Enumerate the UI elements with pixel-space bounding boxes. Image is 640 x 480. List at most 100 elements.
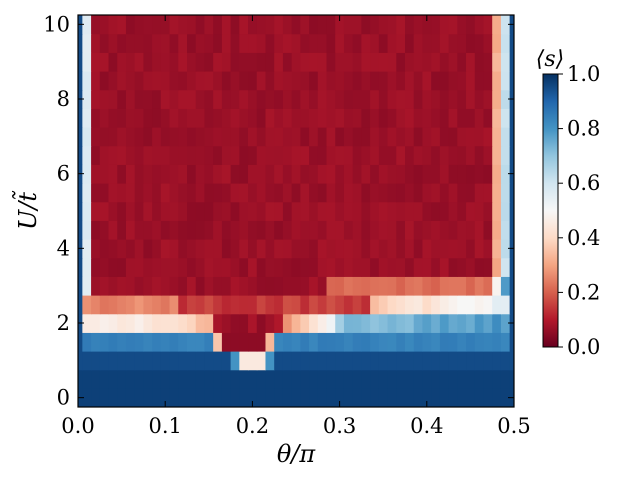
heatmap-cell: [99, 332, 110, 352]
heatmap-cell: [422, 145, 432, 165]
heatmap-cell: [213, 257, 223, 277]
heatmap-cell: [143, 15, 153, 35]
heatmap-cell: [422, 388, 432, 407]
heatmap-cell: [134, 257, 144, 277]
heatmap-cell: [169, 89, 179, 109]
heatmap-cell: [474, 164, 485, 184]
heatmap-cell: [492, 351, 502, 371]
heatmap-cell: [466, 164, 476, 184]
heatmap-cell: [178, 276, 188, 296]
heatmap-cell: [256, 332, 267, 352]
heatmap-cell: [248, 127, 258, 147]
heatmap-cell: [466, 388, 476, 407]
heatmap-cell: [78, 220, 83, 240]
heatmap-cell: [326, 257, 336, 277]
heatmap-cell: [265, 351, 275, 371]
heatmap-cell: [143, 183, 153, 203]
heatmap-cell: [509, 183, 514, 203]
heatmap-cell: [187, 332, 197, 352]
heatmap-cell: [256, 313, 267, 333]
heatmap-cell: [99, 313, 110, 333]
heatmap-cell: [282, 276, 293, 296]
heatmap-cell: [82, 388, 92, 407]
heatmap-cell: [509, 332, 514, 352]
heatmap-cell: [326, 145, 336, 165]
heatmap-cell: [439, 351, 450, 371]
heatmap-cell: [91, 201, 101, 221]
heatmap-cell: [335, 369, 345, 389]
heatmap-cell: [256, 369, 267, 389]
heatmap-cell: [152, 388, 162, 407]
heatmap-cell: [195, 388, 206, 407]
heatmap-cell: [125, 276, 136, 296]
heatmap-cell: [466, 276, 476, 296]
heatmap-cell: [492, 145, 502, 165]
heatmap-cell: [405, 183, 415, 203]
heatmap-cell: [178, 108, 188, 128]
heatmap-cell: [282, 257, 293, 277]
heatmap-cell: [378, 220, 389, 240]
heatmap-cell: [134, 313, 144, 333]
heatmap-cell: [291, 201, 301, 221]
heatmap-cell: [483, 332, 493, 352]
heatmap-cell: [343, 89, 354, 109]
heatmap-cell: [230, 71, 240, 91]
heatmap-cell: [335, 89, 345, 109]
heatmap-cell: [187, 183, 197, 203]
heatmap-cell: [413, 332, 424, 352]
heatmap-cell: [274, 313, 284, 333]
heatmap-cell: [431, 33, 441, 53]
heatmap-cell: [343, 257, 354, 277]
heatmap-cell: [309, 295, 319, 315]
heatmap-cell: [169, 201, 179, 221]
heatmap-cell: [396, 201, 406, 221]
heatmap-cell: [230, 239, 240, 259]
heatmap-cell: [99, 33, 110, 53]
heatmap-cell: [387, 71, 397, 91]
heatmap-cell: [82, 108, 92, 128]
heatmap-cell: [152, 220, 162, 240]
heatmap-cell: [483, 276, 493, 296]
heatmap-cell: [474, 201, 485, 221]
heatmap-cell: [291, 276, 301, 296]
heatmap-cell: [500, 127, 511, 147]
heatmap-cell: [343, 332, 354, 352]
heatmap-cell: [221, 369, 232, 389]
heatmap-cell: [82, 71, 92, 91]
heatmap-cell: [466, 351, 476, 371]
heatmap-cell: [82, 351, 92, 371]
heatmap-cell: [282, 313, 293, 333]
plot-frame: [77, 14, 515, 408]
heatmap-cell: [405, 33, 415, 53]
heatmap-cell: [152, 52, 162, 72]
heatmap-cell: [492, 52, 502, 72]
heatmap-cell: [160, 351, 171, 371]
heatmap-cell: [78, 276, 83, 296]
heatmap-cell: [117, 71, 127, 91]
heatmap-cell: [230, 369, 240, 389]
heatmap-cell: [256, 89, 267, 109]
heatmap-cell: [265, 127, 275, 147]
heatmap-cell: [370, 388, 380, 407]
x-axis-label: θ/π: [277, 440, 317, 468]
heatmap-cell: [91, 89, 101, 109]
heatmap-cell: [361, 369, 371, 389]
heatmap-cell: [108, 15, 118, 35]
heatmap-cell: [248, 220, 258, 240]
heatmap-cell: [509, 369, 514, 389]
heatmap-cell: [405, 52, 415, 72]
heatmap-cell: [413, 15, 424, 35]
heatmap-cell: [387, 369, 397, 389]
heatmap-cell: [387, 351, 397, 371]
heatmap-cell: [169, 295, 179, 315]
heatmap-cell: [326, 313, 336, 333]
heatmap-cell: [282, 183, 293, 203]
heatmap-cell: [483, 183, 493, 203]
heatmap-cell: [370, 33, 380, 53]
heatmap-cell: [448, 388, 458, 407]
heatmap-cell: [466, 295, 476, 315]
heatmap-cell: [439, 183, 450, 203]
heatmap-cell: [82, 332, 92, 352]
heatmap-cell: [239, 313, 249, 333]
heatmap-cell: [413, 276, 424, 296]
